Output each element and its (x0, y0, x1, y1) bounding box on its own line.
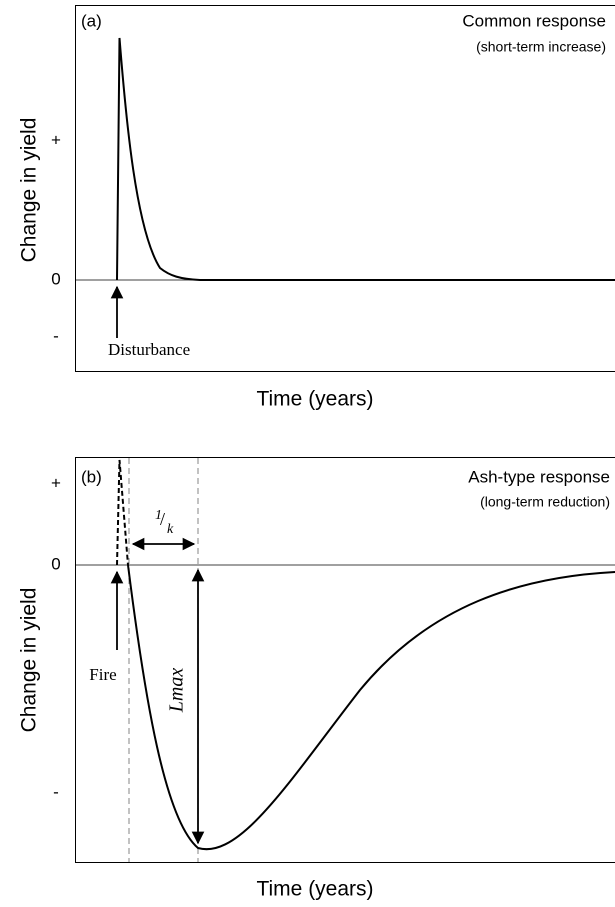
interval-slash: / (160, 509, 165, 529)
x-axis-label: Time (years) (256, 878, 373, 901)
y-tick-label: - (53, 326, 59, 345)
panel-subtitle: (short-term increase) (476, 39, 606, 55)
panel-a: Disturbance (a) Common response (short-t… (18, 5, 615, 411)
y-tick-label: 0 (51, 269, 60, 288)
interval-numerator: 1 (155, 508, 162, 523)
panel-label: (b) (81, 467, 102, 486)
panel-title: Ash-type response (468, 467, 610, 486)
depth-label: Lmax (166, 668, 188, 714)
initial-spike (116, 459, 129, 566)
panel-label: (a) (81, 11, 102, 30)
y-axis-label: Change in yield (18, 118, 41, 263)
y-tick-label: + (51, 473, 61, 492)
panel-frame (75, 5, 615, 372)
response-curve (116, 37, 615, 281)
response-curve (127, 564, 615, 851)
y-tick-label: 0 (51, 554, 60, 573)
panel-frame (75, 457, 615, 863)
interval-denominator: k (167, 522, 174, 537)
y-tick-label: + (51, 130, 61, 149)
y-axis-label: Change in yield (18, 588, 41, 733)
x-axis-label: Time (years) (256, 388, 373, 411)
panel-title: Common response (462, 11, 606, 30)
panel-b: 1 / k Lmax Fire (b) Ash-type response (l… (18, 457, 615, 901)
event-label: Disturbance (108, 340, 190, 359)
y-tick-label: - (53, 782, 59, 801)
panel-subtitle: (long-term reduction) (480, 494, 610, 510)
event-label: Fire (89, 665, 116, 684)
